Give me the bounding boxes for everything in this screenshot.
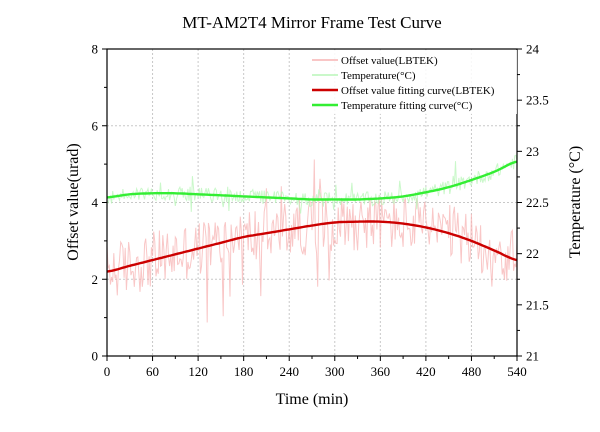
- series-fit-2: [106, 220, 518, 273]
- y-right-tick-label: 21.5: [526, 297, 549, 312]
- x-tick-label: 540: [507, 364, 527, 379]
- legend-label-2: Offset value fitting curve(LBTEK): [341, 85, 495, 97]
- y-axis-right-label: Temperature (°C): [567, 146, 584, 258]
- legend-label-0: Offset value(LBTEK): [341, 55, 438, 67]
- series-raw-1: [106, 154, 518, 214]
- x-tick-label: 180: [234, 364, 254, 379]
- x-tick-label: 300: [325, 364, 345, 379]
- x-tick-label: 480: [462, 364, 482, 379]
- y-right-tick-label: 24: [526, 42, 540, 57]
- x-tick-label: 420: [416, 364, 436, 379]
- y-right-tick-label: 23.5: [526, 93, 549, 108]
- x-tick-label: 360: [371, 364, 391, 379]
- y-left-tick-label: 2: [92, 272, 99, 287]
- y-right-tick-label: 22.5: [526, 195, 549, 210]
- data-layer: [106, 154, 518, 323]
- axes-layer: 0 60 120 180 240 300 360 420 480 540024682121.522…: [92, 42, 549, 380]
- y-right-tick-label: 22: [526, 246, 539, 261]
- legend-label-3: Temperature fitting curve(°C): [341, 100, 473, 112]
- y-axis-left-label: Offset value(urad): [65, 143, 82, 260]
- series-fit-3: [106, 160, 518, 201]
- x-tick-label: 120: [188, 364, 208, 379]
- x-axis-label: Time (min): [276, 391, 349, 408]
- y-left-tick-label: 4: [92, 195, 99, 210]
- y-right-tick-label: 21: [526, 349, 539, 364]
- chart-title: MT-AM2T4 Mirror Frame Test Curve: [182, 13, 441, 32]
- y-left-tick-label: 6: [92, 118, 99, 133]
- y-left-tick-label: 0: [92, 349, 99, 364]
- x-tick-label: 0: [104, 364, 111, 379]
- y-right-tick-label: 23: [526, 144, 539, 159]
- legend: Offset value(LBTEK) Temperature(°C) Offset…: [308, 50, 517, 114]
- y-left-tick-label: 8: [92, 42, 99, 57]
- legend-label-1: Temperature(°C): [341, 70, 416, 82]
- x-tick-label: 240: [279, 364, 299, 379]
- x-tick-label: 60: [146, 364, 159, 379]
- series-raw-0: [106, 159, 518, 323]
- legend-box: [308, 50, 517, 114]
